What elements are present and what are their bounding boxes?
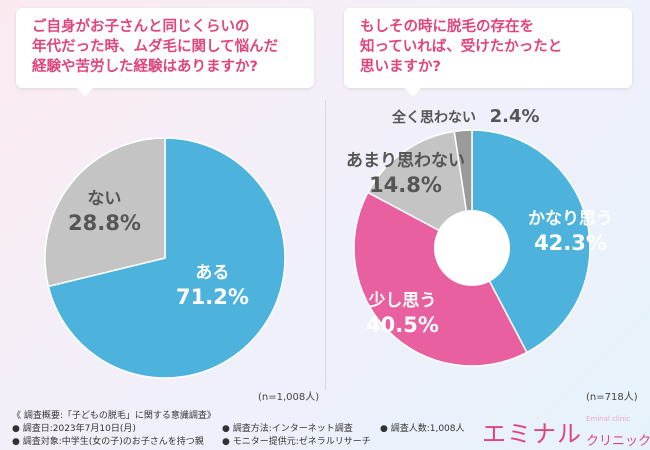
slice-name: ある <box>195 263 230 283</box>
slice-name: 少し思う <box>368 291 437 311</box>
survey-title: 《 調査概要:「子どもの脱毛」に関する意識調査》 <box>12 411 216 421</box>
logo-en-text: Eminal clinic <box>586 415 631 423</box>
pie-slice-0-1 <box>44 137 166 288</box>
slice-name: あまり思わない <box>346 151 465 171</box>
survey-target: ● 調査対象:中学生(女の子)のお子さんを持つ親 <box>12 437 204 447</box>
slice-value: 71.2% <box>176 285 249 309</box>
speech-tail <box>76 87 94 97</box>
label-aru: ある 71.2% <box>176 262 249 310</box>
label-mattaku: 全く思わない 2.4% <box>392 104 540 130</box>
slice-value: 42.3% <box>534 231 607 255</box>
label-sukoshi: 少し思う 40.5% <box>366 290 439 338</box>
label-amari: あまり思わない 14.8% <box>346 150 465 198</box>
chart-divider <box>325 100 326 390</box>
label-kanari: かなり思う 42.3% <box>528 208 613 256</box>
n-label-right: (n=718人) <box>586 392 638 403</box>
label-nai: ない 28.8% <box>68 188 141 236</box>
question-right-line: 思いますか? <box>360 59 441 75</box>
pie-slice-1-0 <box>471 129 591 354</box>
slice-name: かなり思う <box>528 209 613 229</box>
question-left-line: 経験や苦労した経験はありますか? <box>32 59 258 75</box>
donut-hole <box>434 210 510 286</box>
slice-name: ない <box>87 189 122 209</box>
pie-slice-1-1 <box>353 191 528 367</box>
slice-value: 14.8% <box>369 173 442 197</box>
logo-sub-text: クリニック <box>586 434 650 449</box>
slice-name: 全く思わない <box>392 110 476 126</box>
slice-value: 28.8% <box>68 211 141 235</box>
logo-main-text: エミナル <box>482 420 582 448</box>
slice-value: 2.4% <box>489 106 540 127</box>
n-label-left: (n=1,008人) <box>258 392 320 403</box>
slice-value: 40.5% <box>366 313 439 337</box>
question-right-line: もしその時に脱毛の存在を <box>360 19 534 35</box>
survey-date: ● 調査日:2023年7月10日(月) <box>12 424 136 434</box>
question-left-line: ご自身がお子さんと同じくらいの <box>32 19 250 35</box>
survey-provider: ● モニター提供元:ゼネラルリサーチ <box>222 437 371 447</box>
survey-count: ● 調査人数:1,008人 <box>380 424 465 434</box>
question-left: ご自身がお子さんと同じくらいの 年代だった時、ムダ毛に関して悩んだ 経験や苦労し… <box>16 8 314 97</box>
question-left-line: 年代だった時、ムダ毛に関して悩んだ <box>32 39 279 55</box>
speech-tail <box>404 87 422 97</box>
survey-footer: 《 調査概要:「子どもの脱毛」に関する意識調査》 ● 調査日:2023年7月10… <box>0 406 650 450</box>
eminal-clinic-logo: エミナル Eminal clinic クリニック <box>482 412 650 449</box>
survey-method: ● 調査方法:インターネット調査 <box>222 424 353 434</box>
pie-slice-1-2 <box>366 130 473 250</box>
pie-slice-0-0 <box>47 137 286 379</box>
question-right-line: 知っていれば、受けたかったと <box>360 39 563 55</box>
question-right: もしその時に脱毛の存在を 知っていれば、受けたかったと 思いますか? <box>344 8 632 97</box>
